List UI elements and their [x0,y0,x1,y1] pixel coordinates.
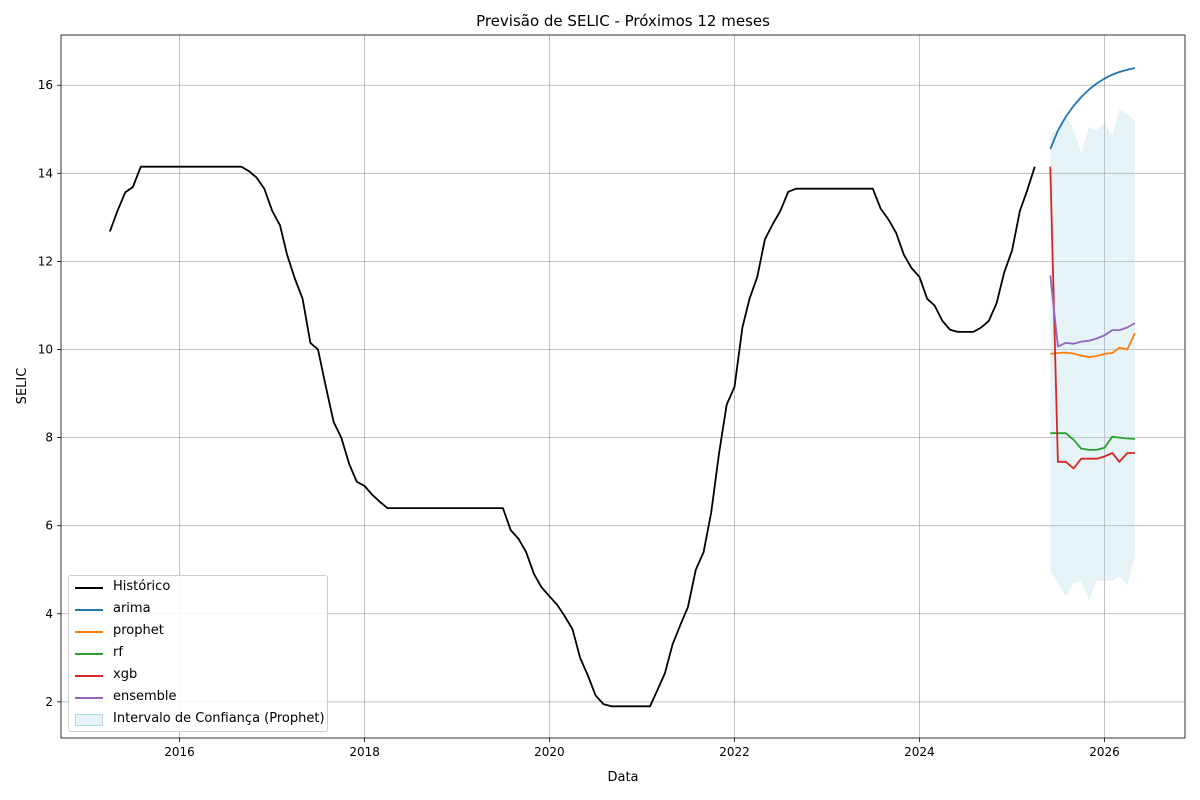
y-tick-label-6: 6 [45,519,53,533]
y-tick-label-8: 8 [45,431,53,445]
legend-label-ensemble: ensemble [113,689,177,704]
legend-label-historico: Histórico [113,579,171,594]
series-line-prophet [1050,332,1136,358]
x-tick-label-2016: 2016 [164,745,195,759]
y-axis-label: SELIC [15,368,30,405]
legend-label-arima: arima [113,601,151,616]
legend-swatch-confidence-band [75,714,103,726]
legend-item-ensemble: ensemble [69,688,327,708]
chart-title: Previsão de SELIC - Próximos 12 meses [476,12,770,30]
series-line-xgb [1049,166,1135,470]
legend-item-arima: arima [69,600,327,620]
series-line-ensemble [1049,275,1136,348]
x-tick-label-2018: 2018 [349,745,380,759]
series-lines [109,67,1136,708]
confidence-band [1050,109,1135,601]
series-line-historico [109,165,1036,708]
legend-swatch-xgb [75,675,103,677]
legend-item-rf: rf [69,644,327,664]
legend-swatch-historico [75,587,103,589]
legend-label-confidence-band: Intervalo de Confiança (Prophet) [113,711,325,726]
legend-swatch-rf [75,653,103,655]
y-tick-label-10: 10 [38,343,53,357]
legend-item-confidence-band: Intervalo de Confiança (Prophet) [69,710,327,730]
legend-swatch-arima [75,609,103,611]
grid-lines [61,35,1185,738]
x-tick-label-2022: 2022 [719,745,750,759]
y-tick-label-12: 12 [38,254,53,268]
series-line-arima [1049,67,1136,150]
legend-swatch-prophet [75,631,103,633]
x-tick-label-2024: 2024 [904,745,935,759]
legend-label-xgb: xgb [113,667,138,682]
legend-item-xgb: xgb [69,666,327,686]
x-tick-label-2020: 2020 [534,745,565,759]
y-tick-label-16: 16 [38,78,53,92]
legend-label-rf: rf [113,645,123,660]
y-tick-label-4: 4 [45,607,53,621]
confidence-band-layer [1050,109,1135,601]
x-axis-ticks: 2016 2018 2020 2022 2024 2026 [164,738,1120,759]
legend-label-prophet: prophet [113,623,164,638]
x-axis-label: Data [607,770,638,785]
plot-frame [60,34,1186,739]
series-line-rf [1050,432,1135,451]
x-tick-label-2026: 2026 [1089,745,1120,759]
y-tick-label-14: 14 [38,166,53,180]
legend: Histórico arima prophet rf xgb ensemble … [68,575,328,732]
legend-swatch-ensemble [75,697,103,699]
legend-item-historico: Histórico [69,578,327,598]
y-axis-ticks: 2 4 6 8 10 12 14 16 [38,78,61,709]
legend-item-prophet: prophet [69,622,327,642]
y-tick-label-2: 2 [45,695,53,709]
